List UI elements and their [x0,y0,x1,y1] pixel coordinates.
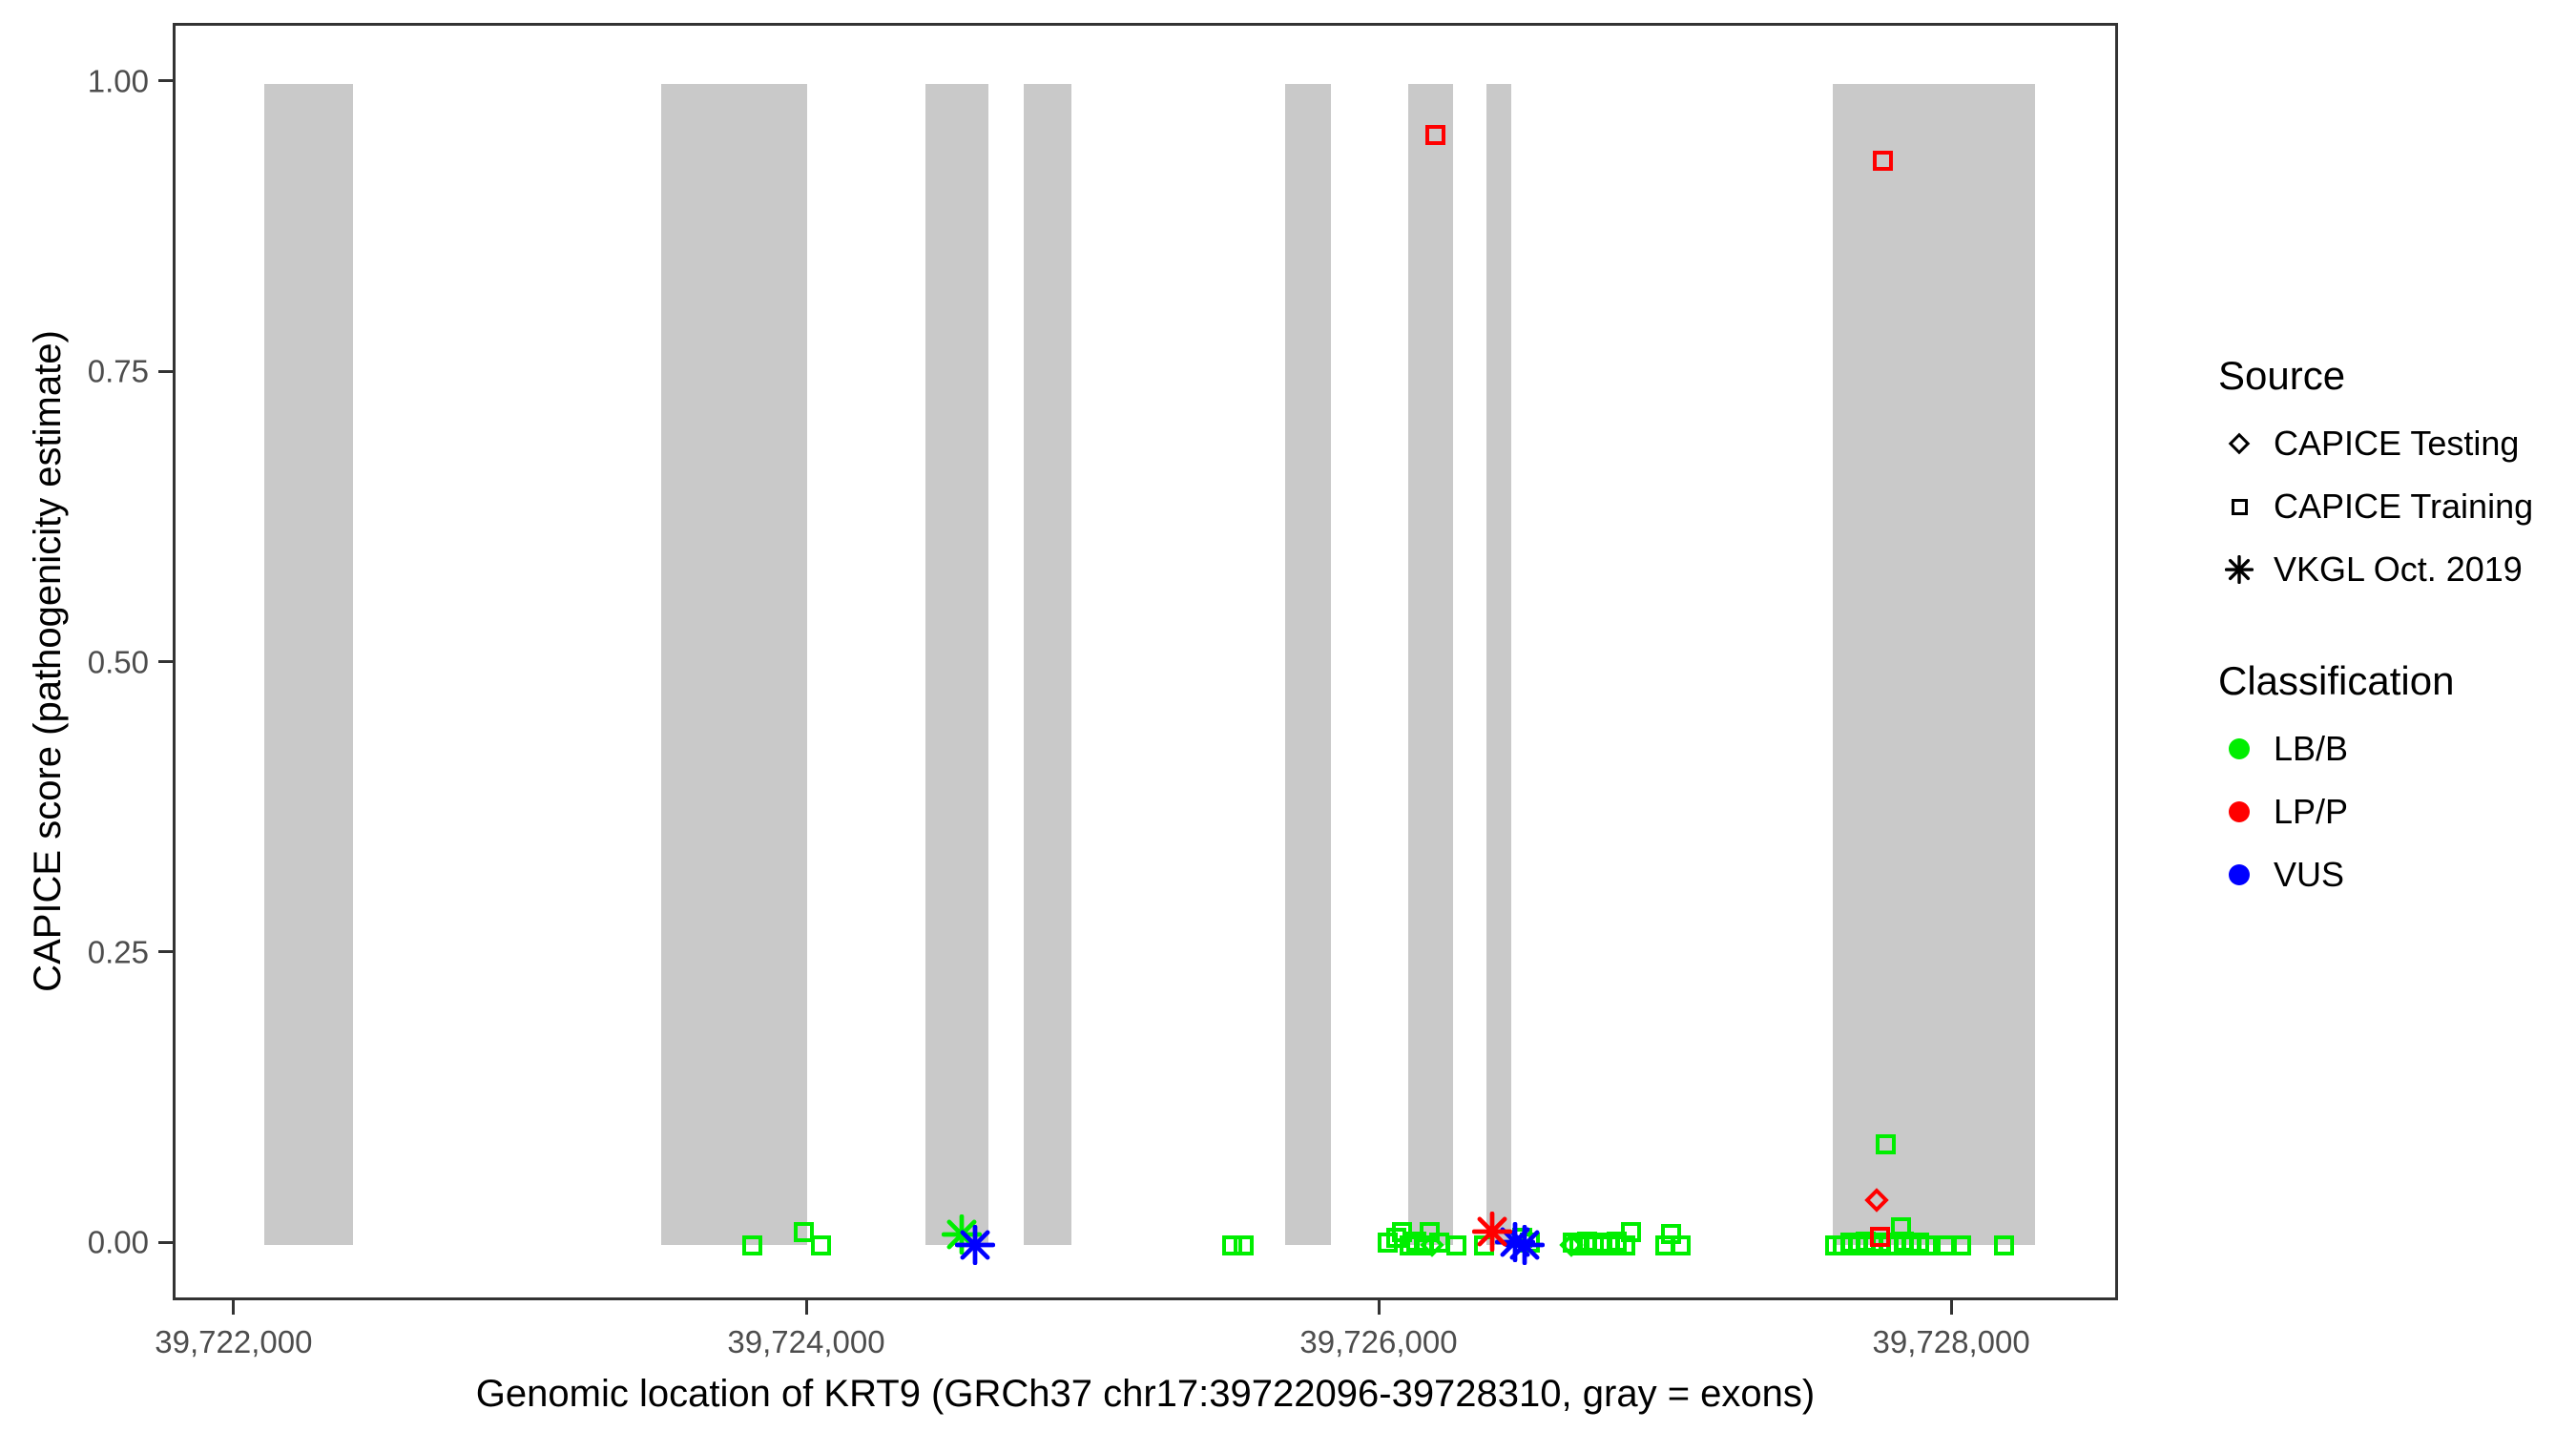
x-tick-label: 39,724,000 [727,1324,885,1359]
exon-bar [660,83,807,1246]
legend-item-label: LB/B [2274,729,2349,768]
data-point-square [1233,1234,1254,1255]
blue-dot-icon [2218,864,2260,885]
x-axis-title: Genomic location of KRT9 (GRCh37 chr17:3… [475,1373,1816,1415]
legend-item-label: CAPICE Testing [2274,424,2520,463]
legend-item-lbb: LB/B [2218,721,2571,777]
exon-bar [1486,83,1511,1246]
data-point-square [1993,1234,2014,1255]
plot-area [173,23,2118,1300]
legend-item-vkgl: VKGL Oct. 2019 [2218,542,2571,597]
data-point-square [1670,1234,1691,1255]
red-dot-icon [2218,801,2260,822]
data-point-asterisk [1504,1224,1546,1266]
x-tick-mark [1377,1300,1381,1315]
legend-classification-title: Classification [2218,658,2455,703]
x-tick-mark [232,1300,236,1315]
data-point-square [1869,1227,1890,1248]
exon-bar [1407,83,1453,1246]
y-tick-label: 0.50 [87,644,149,679]
x-tick-label: 39,722,000 [155,1324,313,1359]
legend-item-label: CAPICE Training [2274,487,2534,526]
legend-item-lpp: LP/P [2218,784,2571,840]
legend-item-label: VKGL Oct. 2019 [2274,550,2523,589]
legend-item-label: VUS [2274,855,2345,894]
asterisk-icon [2218,555,2260,584]
y-tick-mark [158,1240,173,1244]
y-tick-label: 0.25 [87,934,149,970]
y-tick-mark [158,660,173,663]
exon-bar [1833,83,2035,1246]
data-point-square [1916,1234,1937,1255]
exon-bar [925,83,989,1246]
y-tick-mark [158,79,173,83]
data-point-square [742,1234,763,1255]
x-tick-label: 39,728,000 [1872,1324,2030,1359]
data-point-square [1936,1234,1957,1255]
legend: Source CAPICE Testing CAPICE Training [2218,353,2571,910]
y-tick-mark [158,369,173,373]
data-point-square [811,1234,832,1255]
data-point-asterisk [954,1224,996,1266]
data-point-square [1621,1222,1642,1243]
data-point-square [1424,124,1445,145]
exon-bar [1284,83,1331,1246]
legend-item-capice-testing: CAPICE Testing [2218,416,2571,471]
data-point-square [1950,1234,1971,1255]
data-point-square [793,1222,814,1243]
green-dot-icon [2218,738,2260,759]
legend-item-label: LP/P [2274,792,2349,831]
exon-bar [264,83,353,1246]
legend-source-title: Source [2218,353,2346,398]
y-tick-label: 1.00 [87,63,149,99]
data-point-square [1890,1217,1911,1238]
legend-item-vus: VUS [2218,847,2571,902]
y-tick-label: 0.00 [87,1224,149,1260]
data-point-square [1875,1133,1896,1154]
exon-bar [1024,83,1072,1246]
y-tick-label: 0.75 [87,353,149,389]
y-tick-mark [158,950,173,954]
data-point-square [1872,150,1893,171]
diamond-icon [2218,432,2260,455]
x-tick-mark [1949,1300,1953,1315]
square-icon [2218,498,2260,515]
data-point-asterisk [1471,1211,1513,1252]
data-point-square [1445,1234,1466,1255]
data-point-square [1221,1234,1242,1255]
legend-item-capice-training: CAPICE Training [2218,479,2571,534]
x-tick-label: 39,726,000 [1299,1324,1458,1359]
x-tick-mark [804,1300,808,1315]
